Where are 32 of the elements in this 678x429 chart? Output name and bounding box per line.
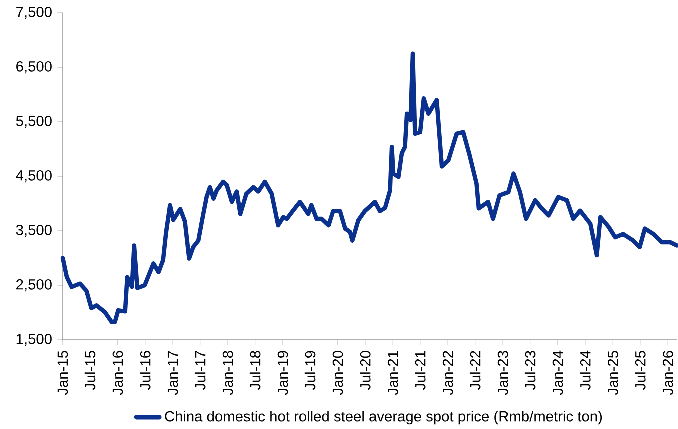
x-tick-label: Jul-20 [360, 351, 371, 390]
x-tick-label: Jul-21 [414, 351, 426, 390]
x-tick-label: Jan-22 [442, 351, 454, 396]
x-tick-label: Jul-25 [635, 351, 646, 390]
line-series [60, 52, 678, 324]
y-tick-label: 6,500 [16, 61, 52, 74]
x-tick-label: Jan-20 [332, 351, 344, 396]
x-tick-label: Jan-21 [388, 351, 398, 396]
legend-label: China domestic hot rolled steel average spot price (Rmb/metric ton) [165, 411, 602, 425]
x-tick-label: Jul-19 [304, 351, 316, 390]
x-tick-label: Jul-18 [250, 351, 261, 390]
x-tick-label: Jul-17 [194, 351, 206, 390]
x-tick-label: Jan-15 [58, 351, 68, 396]
x-tick-label: Jan-24 [552, 350, 564, 396]
y-tick-label: 3,500 [16, 224, 52, 238]
x-tick-label: Jan-19 [278, 351, 288, 396]
x-tick-label: Jul-23 [524, 351, 536, 390]
y-tick-label: 2,500 [16, 279, 52, 292]
x-tick-label: Jan-25 [608, 351, 618, 396]
x-tick-label: Jan-16 [112, 351, 124, 396]
x-tick-label: Jul-24 [580, 350, 591, 390]
y-tick-label: 1,500 [16, 334, 52, 346]
x-tick-label: Jan-18 [222, 351, 234, 396]
x-tick-label: Jan-26 [662, 351, 674, 396]
x-tick-label: Jan-17 [168, 351, 178, 396]
x-tick-label: Jul-15 [84, 351, 96, 390]
y-tick-label: 4,500 [16, 170, 52, 183]
x-tick-label: Jul-22 [470, 351, 481, 390]
x-tick-label: Jul-16 [140, 351, 151, 390]
y-tick-label: 5,500 [16, 116, 52, 128]
y-tick-label: 7,500 [16, 6, 52, 20]
x-tick-label: Jan-23 [498, 351, 508, 396]
